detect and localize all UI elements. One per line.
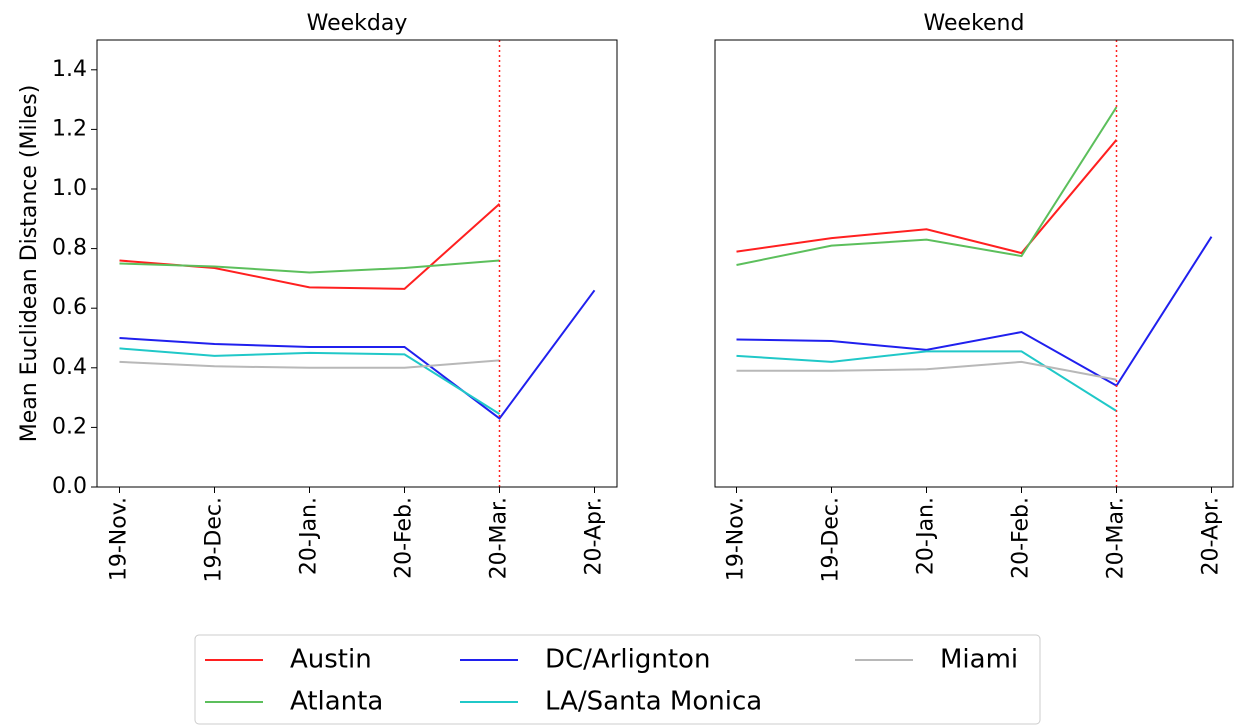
x-tick-label: 19-Dec. <box>819 497 844 583</box>
x-tick-label: 20-Feb. <box>392 497 417 579</box>
y-tick-label: 1.4 <box>52 57 87 82</box>
y-tick-label: 1.0 <box>52 176 87 201</box>
series-line <box>119 289 596 420</box>
y-tick-label: 0.0 <box>52 474 87 499</box>
y-tick-label: 0.8 <box>52 236 87 261</box>
legend-box <box>194 634 1041 725</box>
series-line <box>736 236 1213 388</box>
series-line <box>736 350 1118 412</box>
x-tick-label: 20-Mar. <box>1104 497 1129 579</box>
y-axis-label: Mean Euclidean Distance (Miles) <box>17 85 42 443</box>
subplot-title: Weekday <box>307 11 408 36</box>
x-tick-label: 19-Dec. <box>202 497 227 583</box>
legend-label: LA/Santa Monica <box>545 687 762 717</box>
series-line <box>736 360 1117 381</box>
x-tick-label: 20-Mar. <box>487 497 512 579</box>
series-line <box>119 203 501 290</box>
series-line <box>119 347 501 415</box>
plot-frame <box>714 39 1234 488</box>
legend-label: DC/Arlignton <box>545 645 710 675</box>
plot-frame <box>96 39 618 488</box>
x-tick-label: 20-Jan. <box>914 497 939 575</box>
series-line <box>119 359 500 369</box>
series-line <box>736 106 1118 266</box>
y-tick-label: 0.6 <box>52 295 87 320</box>
x-tick-label: 19-Nov. <box>107 497 132 581</box>
series-line <box>119 259 500 274</box>
legend-label: Austin <box>290 645 372 675</box>
y-tick-label: 1.2 <box>52 116 87 141</box>
x-tick-label: 20-Apr. <box>1199 497 1224 575</box>
x-tick-label: 20-Feb. <box>1009 497 1034 579</box>
y-tick-label: 0.2 <box>52 414 87 439</box>
x-tick-label: 20-Apr. <box>582 497 607 575</box>
x-tick-label: 20-Jan. <box>297 497 322 575</box>
x-tick-label: 19-Nov. <box>724 497 749 581</box>
series-line <box>736 139 1118 255</box>
y-tick-label: 0.4 <box>52 355 87 380</box>
subplot-title: Weekend <box>924 11 1025 36</box>
legend-label: Atlanta <box>290 687 383 717</box>
legend-label: Miami <box>940 645 1018 675</box>
